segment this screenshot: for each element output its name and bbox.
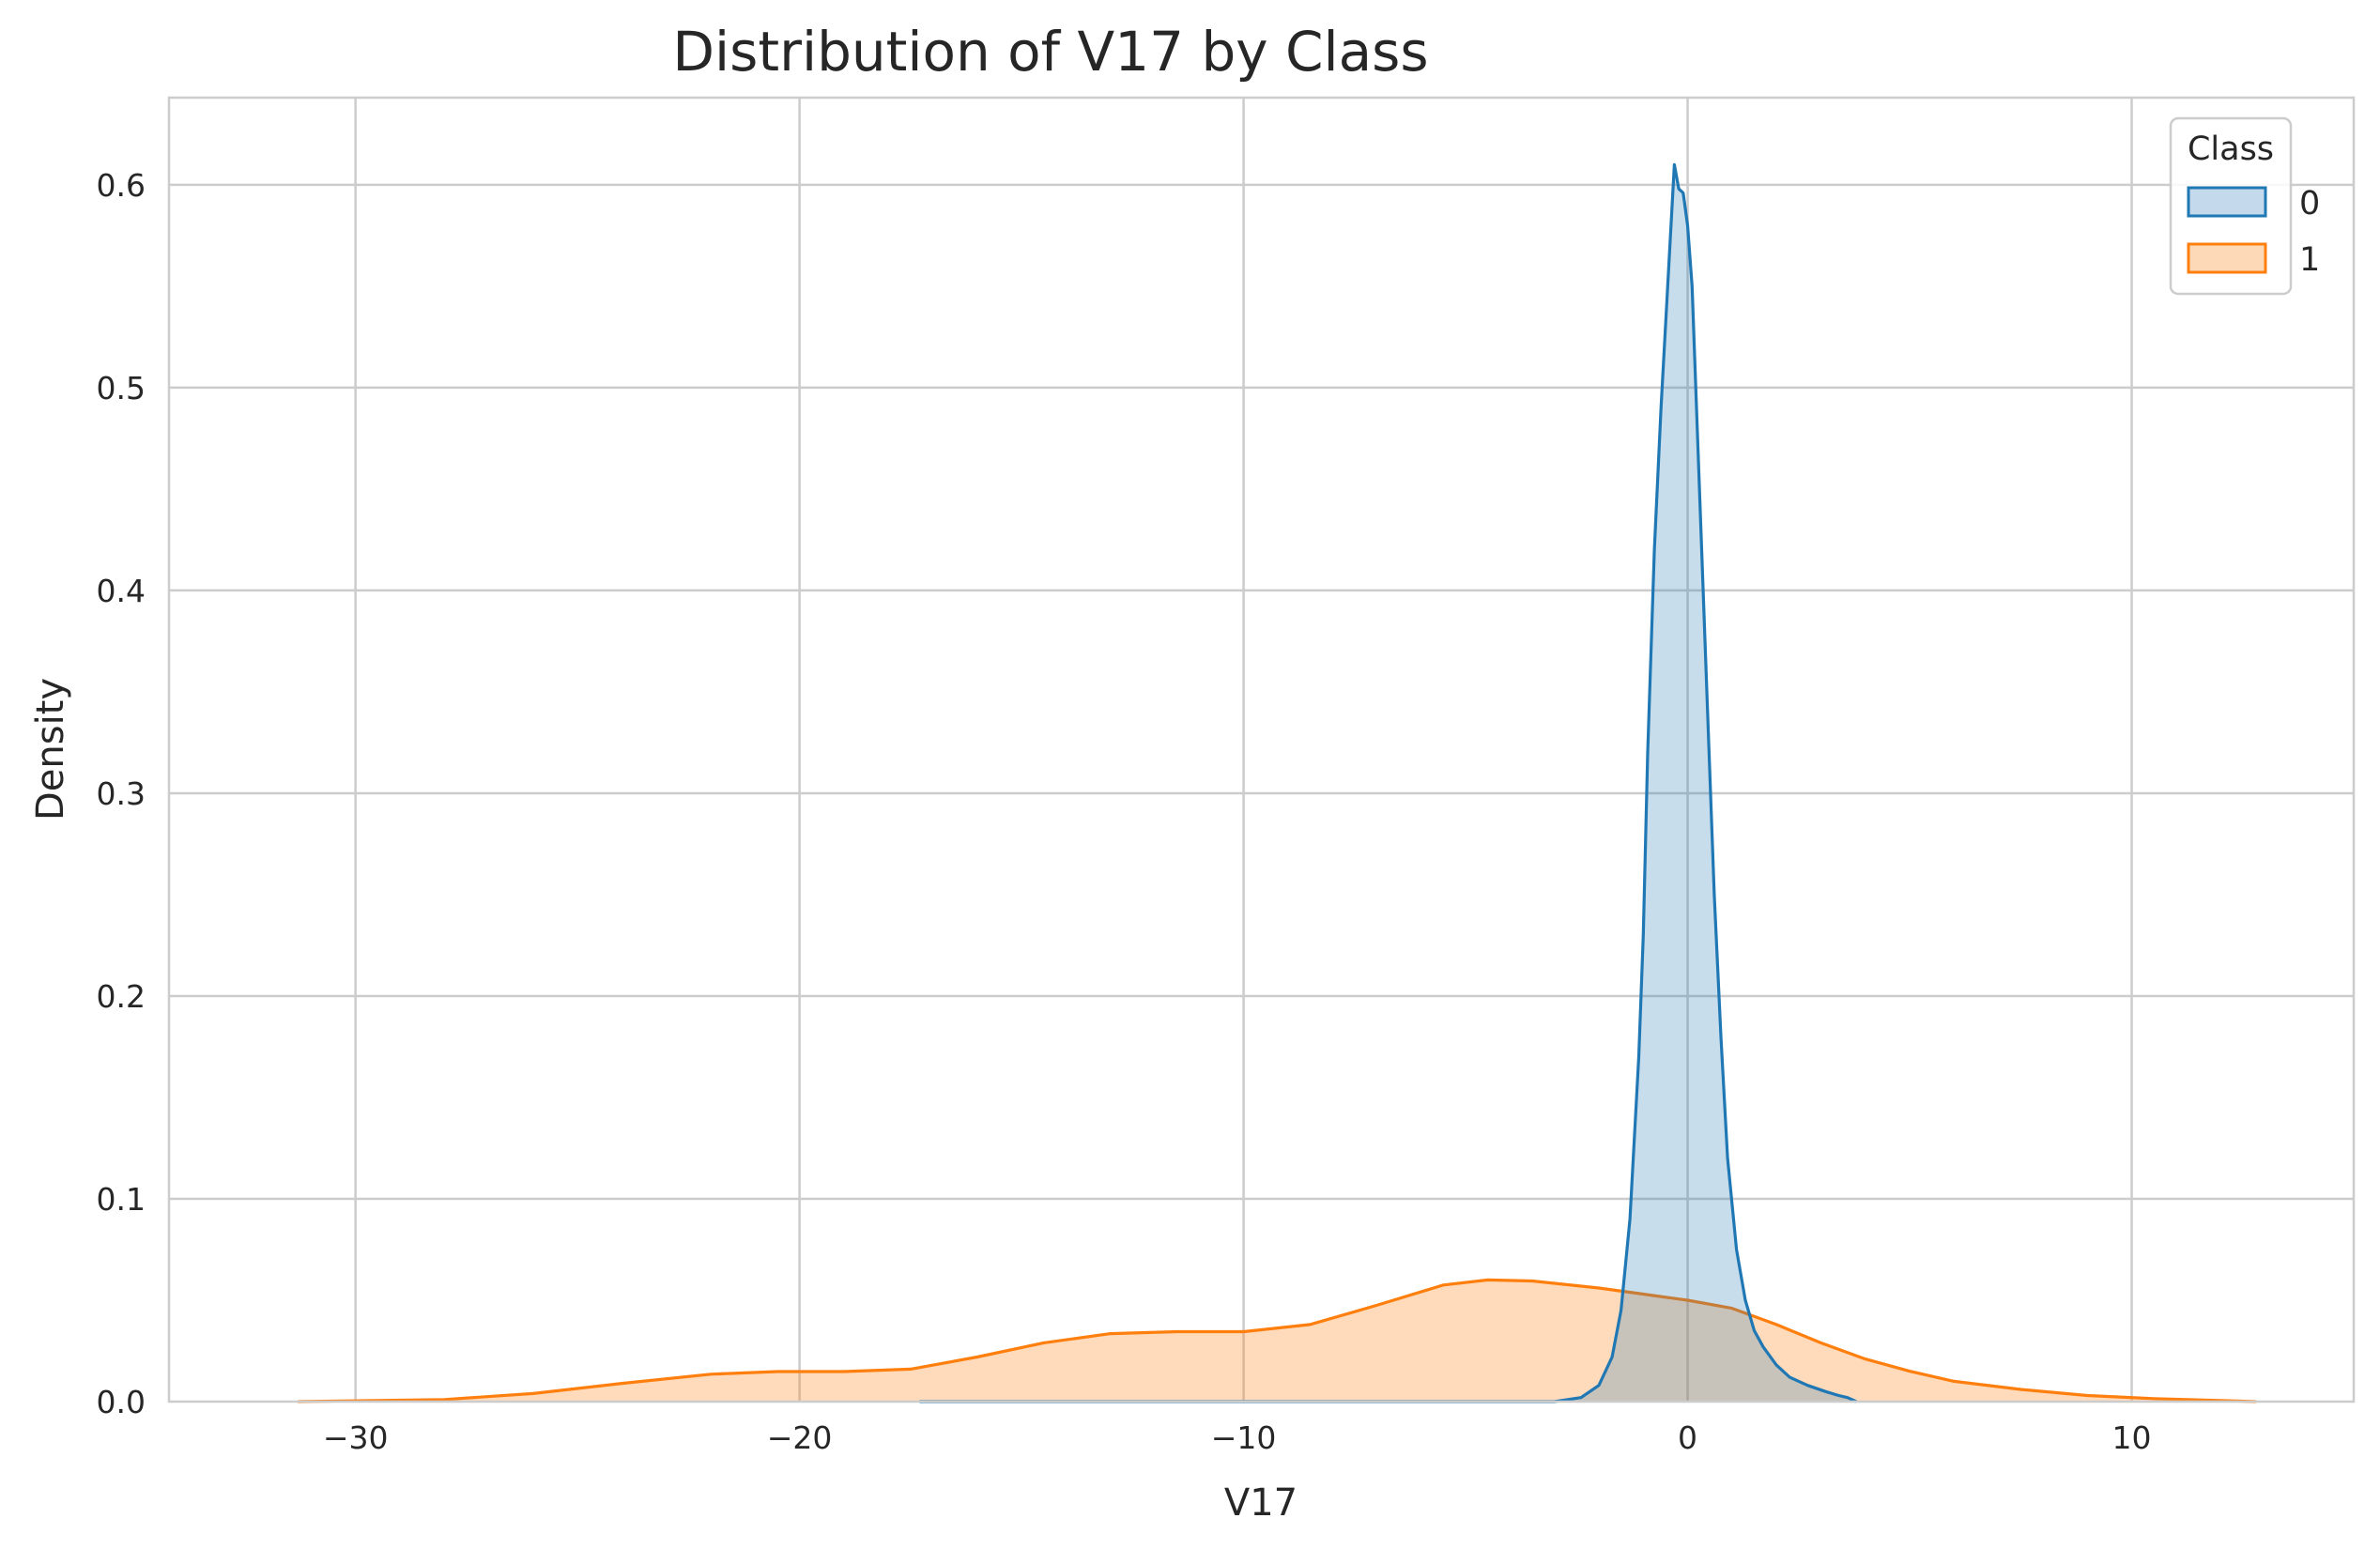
y-tick-label: 0.0	[97, 1384, 146, 1420]
y-tick-label: 0.3	[97, 775, 146, 812]
density-fill-class-0	[919, 164, 1857, 1402]
x-tick-label: −10	[1211, 1419, 1277, 1456]
density-areas	[298, 162, 2256, 1403]
grid-lines	[169, 98, 2354, 1402]
y-tick-label: 0.4	[97, 573, 146, 609]
y-tick-label: 0.5	[97, 370, 146, 406]
density-line-class-1	[298, 1278, 2256, 1403]
x-axis-label: V17	[1224, 1481, 1297, 1525]
y-tick-label: 0.2	[97, 978, 146, 1015]
legend-swatch-class-0	[2187, 186, 2267, 218]
x-tick-label: −20	[767, 1419, 833, 1456]
legend-label-class-1: 1	[2299, 241, 2320, 279]
density-fill-class-1	[298, 1280, 2256, 1402]
density-line-class-0	[919, 162, 1857, 1403]
chart-title: Distribution of V17 by Class	[672, 20, 1428, 84]
y-axis-label: Density	[29, 678, 72, 821]
y-tick-label: 0.1	[97, 1181, 146, 1218]
x-tick-label: 0	[1678, 1419, 1697, 1456]
x-tick-label: −30	[323, 1419, 389, 1456]
legend: Class 0 1	[2169, 116, 2320, 296]
plot-frame	[167, 96, 2356, 1403]
tick-labels: −30 −20 −10 0 10 0.0 0.1 0.2 0.3 0.4 0.5 0.6	[97, 167, 2152, 1456]
legend-label-class-0: 0	[2299, 185, 2320, 222]
legend-swatch-class-1	[2187, 242, 2267, 274]
legend-title: Class	[2188, 130, 2274, 168]
x-tick-label: 10	[2112, 1419, 2152, 1456]
y-tick-label: 0.6	[97, 167, 146, 204]
